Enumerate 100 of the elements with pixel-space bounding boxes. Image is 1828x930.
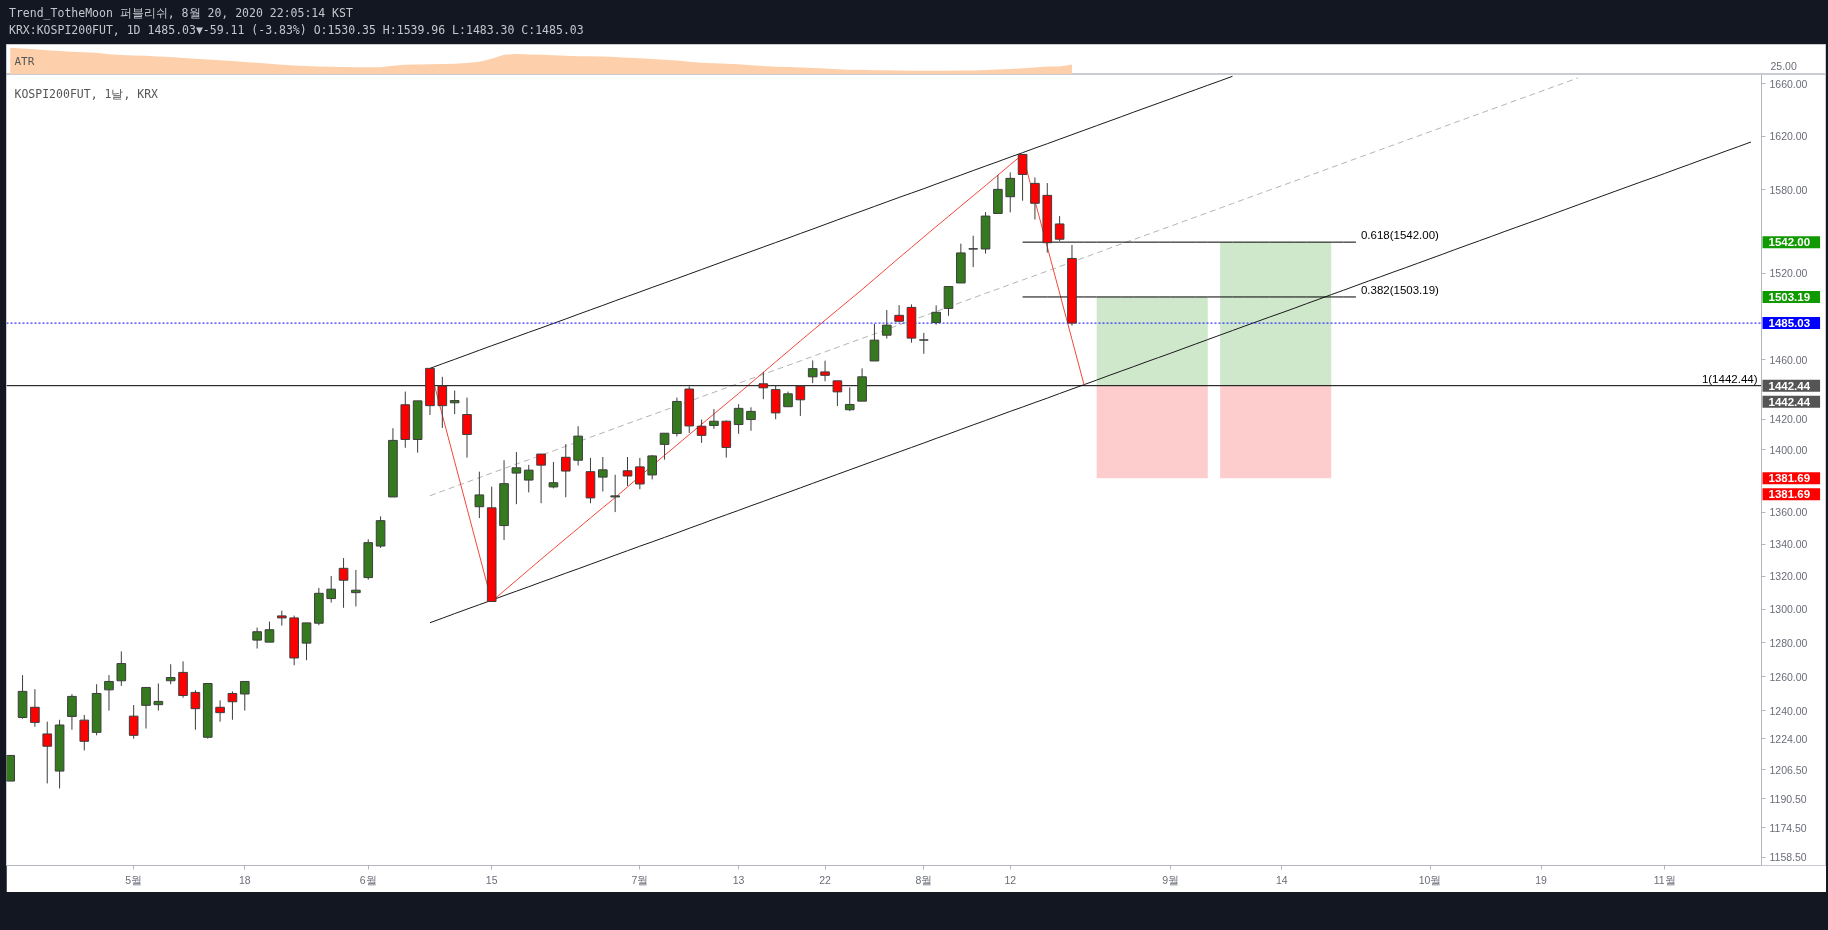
text: KOSPI200FUT, 1날, KRX <box>14 86 159 101</box>
candlestick <box>820 360 830 382</box>
x-tick-label: 9월 <box>1162 873 1180 886</box>
text: 1503.19 <box>1768 290 1811 303</box>
series-label: ATR <box>14 54 35 68</box>
candlestick <box>807 359 818 384</box>
candlestick <box>919 332 929 355</box>
candlestick <box>449 390 460 415</box>
candlestick <box>215 699 225 723</box>
y-tick-label: 1360.00 <box>1769 506 1808 519</box>
candlestick <box>1017 153 1028 202</box>
candlestick <box>462 397 472 459</box>
candlestick <box>968 235 979 268</box>
candlestick <box>165 663 176 685</box>
candlestick <box>178 660 188 699</box>
candlestick <box>746 406 756 432</box>
text: 25.00 <box>1770 60 1797 73</box>
y-tick-label: 1660.00 <box>1769 77 1808 90</box>
y-tick-label: 1520.00 <box>1769 267 1808 280</box>
candlestick <box>598 456 608 492</box>
candlestick <box>79 714 90 751</box>
candlestick <box>128 704 139 740</box>
y-tick-label: 1240.00 <box>1769 704 1808 717</box>
candlestick <box>659 432 670 461</box>
text: 1542.00 <box>1768 236 1811 249</box>
x-tick-label: 18 <box>238 873 251 886</box>
candlestick <box>511 451 522 505</box>
y-tick-label: 1420.00 <box>1769 413 1808 426</box>
candlestick <box>338 557 349 609</box>
candlestick <box>733 403 744 435</box>
line-series <box>429 77 1579 497</box>
y-tick-label: 1620.00 <box>1769 130 1808 143</box>
candlestick <box>190 689 201 731</box>
candlestick <box>610 474 620 513</box>
series-label: 0.618(1542.00) <box>1360 229 1440 242</box>
y-tick-label: 1320.00 <box>1769 570 1808 583</box>
x-tick-label: 22 <box>819 873 832 886</box>
x-tick-label: 13 <box>732 873 745 886</box>
x-tick-label: 10월 <box>1418 873 1442 886</box>
candlestick <box>943 286 954 317</box>
candlestick <box>894 304 904 323</box>
x-tick-label: 8월 <box>915 873 933 886</box>
y-tick-label: 1206.50 <box>1769 763 1808 776</box>
candlestick <box>42 721 53 784</box>
x-tick-label: 5월 <box>125 873 143 886</box>
candlestick <box>622 456 633 487</box>
y-tick-label: 1260.00 <box>1769 670 1808 683</box>
x-tick-label: 11월 <box>1653 873 1676 886</box>
x-tick-label: 12 <box>1004 873 1017 886</box>
candlestick <box>696 419 707 444</box>
y-tick-label: 1190.50 <box>1769 792 1807 805</box>
chart-title: Trend_TotheMoon 퍼블리쉬, 8월 20, 2020 22:05:14 KST <box>9 5 354 22</box>
candlestick <box>832 380 843 407</box>
text: 1485.03 <box>1768 317 1811 330</box>
y-tick-label: 1340.00 <box>1769 538 1808 551</box>
text: 1442.44 <box>1768 395 1811 408</box>
x-tick-label: 6월 <box>359 873 377 886</box>
candlestick <box>67 693 77 731</box>
candlestick <box>104 674 114 712</box>
candlestick <box>351 569 361 607</box>
candlestick <box>536 453 546 504</box>
candlestick <box>1054 215 1065 242</box>
y-tick-label: 1300.00 <box>1769 603 1808 616</box>
y-tick-label: 1580.00 <box>1769 183 1808 196</box>
candlestick <box>153 683 164 712</box>
candlestick <box>437 376 448 429</box>
x-tick-label: 14 <box>1276 873 1288 886</box>
text: 1381.69 <box>1768 488 1811 501</box>
chart-subtitle: KRX:KOSPI200FUT, 1D 1485.03▼-59.11 (-3.83%) O:1530.35 H:1539.96 L:1483.30 C:1485.03 <box>9 22 584 39</box>
y-tick-label: 1224.00 <box>1769 732 1808 745</box>
candlestick <box>474 471 485 519</box>
candlestick <box>548 461 559 489</box>
text: 1381.69 <box>1768 472 1811 485</box>
y-tick-label: 1158.50 <box>1769 851 1807 864</box>
candlestick <box>523 464 534 493</box>
x-tick-label: 19 <box>1535 873 1548 886</box>
candlestick <box>758 371 769 400</box>
candlestick <box>844 386 855 412</box>
x-tick-label: 15 <box>485 873 498 886</box>
candlestick <box>301 622 312 661</box>
candlestick <box>869 323 880 362</box>
candlestick <box>264 621 275 643</box>
candlestick <box>931 304 941 326</box>
y-tick-label: 1460.00 <box>1769 353 1808 366</box>
candlestick <box>795 385 806 417</box>
y-tick-label: 1174.50 <box>1769 821 1807 834</box>
y-tick-label: 1280.00 <box>1769 636 1808 649</box>
text: 1442.44 <box>1768 379 1811 392</box>
candlestick <box>647 454 658 480</box>
candlestick <box>141 686 151 729</box>
candlestick <box>30 688 40 728</box>
candlestick <box>1005 171 1016 213</box>
candlestick <box>116 650 127 687</box>
candlestick <box>252 627 262 650</box>
y-tick-label: 1400.00 <box>1769 443 1808 456</box>
candlestick <box>239 680 250 712</box>
ref-line-label: 1(1442.44) <box>1701 372 1758 385</box>
candlestick <box>560 443 571 498</box>
series-label: 0.382(1503.19) <box>1360 283 1440 296</box>
candlestick <box>227 690 238 721</box>
